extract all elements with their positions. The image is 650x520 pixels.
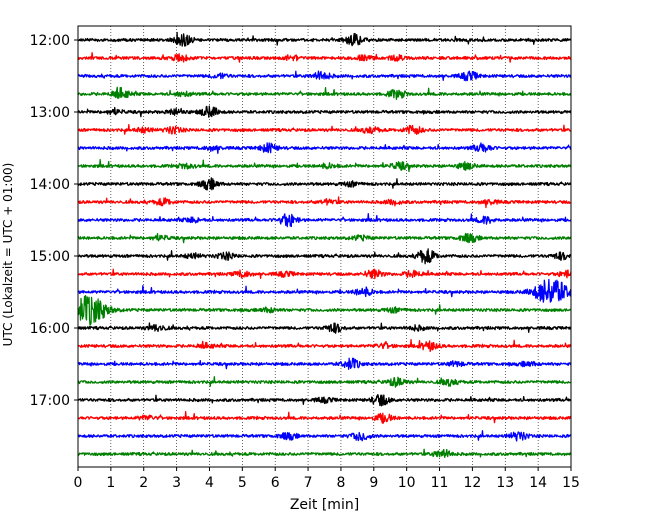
trace-1745 — [77, 448, 572, 459]
trace-1630 — [77, 357, 572, 370]
x-tick-label: 6 — [271, 475, 280, 491]
seismic-traces — [77, 31, 572, 459]
trace-1700 — [77, 394, 572, 407]
trace-1545 — [77, 295, 572, 326]
trace-1530 — [77, 278, 572, 303]
trace-1400 — [77, 177, 572, 191]
trace-1315 — [77, 124, 572, 135]
x-tick-label: 1 — [106, 475, 115, 491]
y-tick-label: 12:00 — [30, 33, 70, 49]
x-tick-label: 2 — [139, 475, 148, 491]
trace-1615 — [77, 338, 572, 353]
trace-1300 — [77, 105, 572, 118]
trace-1430 — [77, 213, 572, 228]
x-tick-label: 5 — [238, 475, 247, 491]
trace-1715 — [77, 411, 572, 424]
y-axis-label: UTC (Lokalzeit = UTC + 01:00) — [1, 163, 15, 347]
x-tick-label: 8 — [336, 475, 345, 491]
x-axis-ticks: 0 1 2 3 4 5 6 7 8 9 10 11 12 13 14 15 — [74, 467, 580, 491]
x-tick-label: 12 — [463, 475, 481, 491]
x-tick-label: 3 — [172, 475, 181, 491]
plot-frame — [77, 25, 572, 468]
x-tick-label: 0 — [74, 475, 83, 491]
trace-1215 — [77, 52, 572, 63]
x-tick-label: 10 — [398, 475, 416, 491]
trace-1415 — [77, 196, 572, 209]
trace-1245 — [77, 86, 572, 101]
trace-1515 — [77, 268, 572, 280]
trace-1230 — [77, 70, 572, 82]
y-tick-label: 14:00 — [30, 177, 70, 193]
x-tick-label: 14 — [529, 475, 547, 491]
x-tick-label: 15 — [562, 475, 580, 491]
trace-1600 — [77, 322, 572, 334]
trace-1500 — [77, 248, 572, 265]
x-tick-label: 7 — [304, 475, 313, 491]
x-tick-label: 4 — [205, 475, 214, 491]
trace-1200 — [77, 31, 572, 47]
trace-1730 — [77, 430, 572, 442]
y-axis-ticks: 12:00 13:00 14:00 15:00 16:00 17:00 — [30, 33, 78, 409]
y-tick-label: 15:00 — [30, 249, 70, 265]
trace-1330 — [77, 142, 572, 154]
trace-1445 — [77, 232, 572, 244]
x-tick-label: 11 — [431, 475, 449, 491]
y-tick-label: 17:00 — [30, 393, 70, 409]
x-tick-label: 9 — [369, 475, 378, 491]
trace-1645 — [77, 376, 572, 388]
x-tick-label: 13 — [496, 475, 514, 491]
y-tick-label: 16:00 — [30, 321, 70, 337]
x-axis-label: Zeit [min] — [290, 497, 359, 513]
trace-1345 — [77, 159, 572, 173]
y-tick-label: 13:00 — [30, 105, 70, 121]
